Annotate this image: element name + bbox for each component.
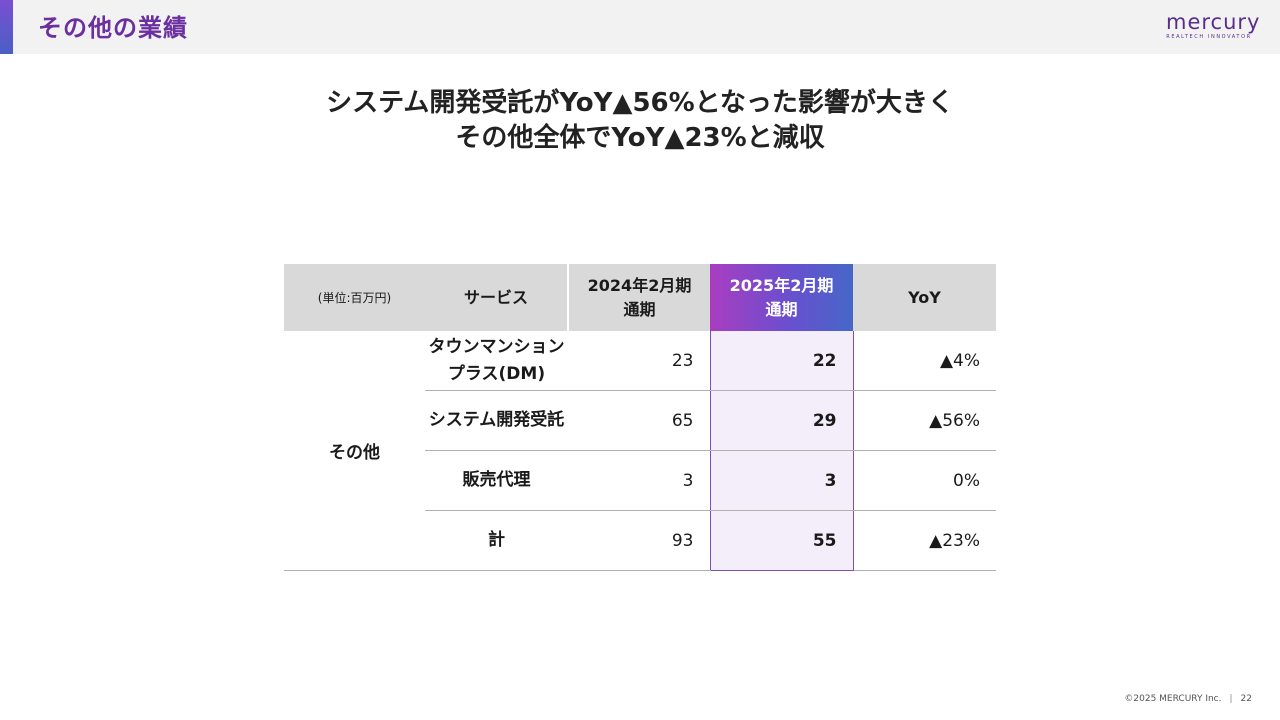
column-header-service: サービス [425, 264, 568, 331]
service-name: システム開発受託 [425, 390, 568, 451]
mercury-logo: mercury REALTECH INNOVATOR [1166, 10, 1261, 41]
service-name-line-2: プラス(DM) [447, 363, 546, 384]
prev-value: 23 [568, 331, 710, 391]
prev-value: 65 [568, 390, 710, 451]
headline-line-2: その他全体でYoY▲23%と減収 [455, 123, 825, 153]
unit-label: (単位:百万円) [284, 264, 425, 331]
yoy-value: ▲23% [853, 510, 996, 571]
slide-header: その他の業績 mercury REALTECH INNOVATOR [0, 0, 1280, 54]
logo-tagline: REALTECH INNOVATOR [1166, 34, 1252, 40]
headline-line-1: システム開発受託がYoY▲56%となった影響が大きく [326, 88, 954, 118]
slide-footer: ©2025 MERCURY Inc. | 22 [1124, 694, 1252, 704]
table-row-total: 計 93 55 ▲23% [284, 510, 996, 571]
headline: システム開発受託がYoY▲56%となった影響が大きく その他全体でYoY▲23%… [0, 86, 1280, 156]
prev-year-label: 2024年2月期 [587, 275, 692, 295]
slide-title: その他の業績 [38, 14, 188, 42]
table-row: システム開発受託 65 29 ▲56% [284, 390, 996, 451]
current-period-label: 通期 [765, 299, 798, 319]
table-row: 販売代理 3 3 0% [284, 450, 996, 511]
prev-value: 3 [568, 450, 710, 511]
current-value: 3 [709, 450, 854, 511]
yoy-value: ▲4% [853, 331, 996, 391]
footer-separator: | [1229, 694, 1233, 704]
column-header-prev-year: 2024年2月期 通期 [567, 264, 710, 331]
results-table: (単位:百万円) サービス 2024年2月期 通期 2025年2月期 通期 Yo… [284, 264, 996, 571]
current-value: 22 [709, 331, 854, 391]
table-header-row: (単位:百万円) サービス 2024年2月期 通期 2025年2月期 通期 Yo… [284, 264, 996, 331]
copyright: ©2025 MERCURY Inc. [1124, 694, 1222, 704]
yoy-value: ▲56% [853, 390, 996, 451]
column-header-yoy: YoY [853, 264, 996, 331]
prev-period-label: 通期 [623, 299, 656, 319]
header-accent-bar [0, 0, 13, 54]
table-row: その他 タウンマンション プラス(DM) 23 22 ▲4% [284, 331, 996, 571]
current-year-label: 2025年2月期 [729, 275, 834, 295]
logo-wordmark: mercury [1166, 10, 1261, 34]
prev-value: 93 [568, 510, 710, 571]
yoy-value: 0% [853, 450, 996, 511]
current-value: 29 [709, 390, 854, 451]
service-name: タウンマンション プラス(DM) [425, 331, 568, 391]
column-header-current-year: 2025年2月期 通期 [710, 264, 853, 331]
service-name: 計 [425, 510, 568, 571]
segment-label: その他 [284, 331, 425, 571]
page-number: 22 [1240, 694, 1252, 704]
current-value: 55 [709, 510, 854, 571]
service-name: 販売代理 [425, 450, 568, 511]
service-name-line-1: タウンマンション [428, 336, 565, 357]
